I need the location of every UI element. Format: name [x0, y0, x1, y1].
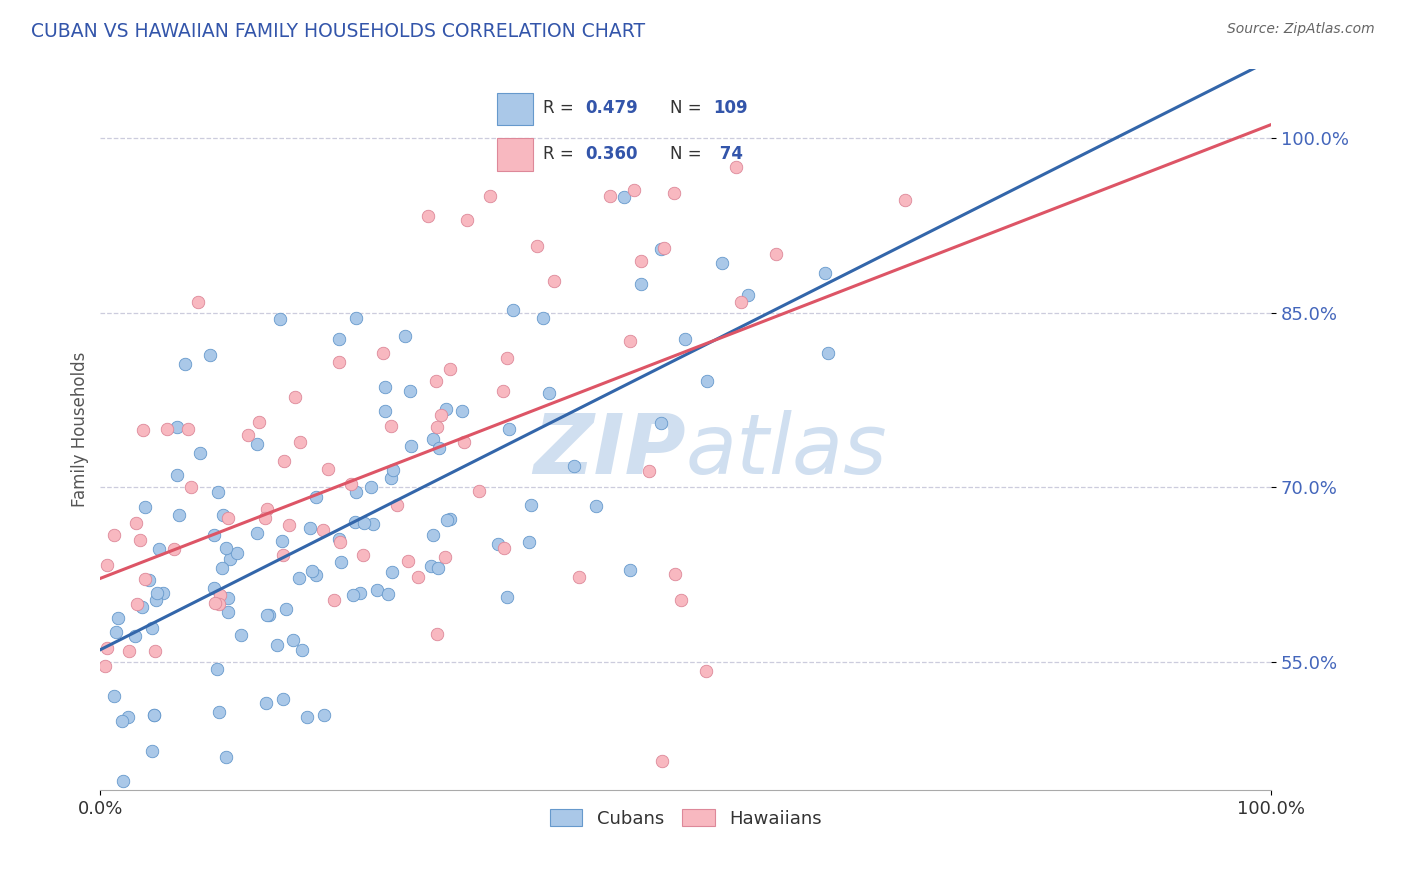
- Text: ZIP: ZIP: [533, 410, 686, 491]
- Legend: Cubans, Hawaiians: Cubans, Hawaiians: [543, 802, 830, 835]
- Text: atlas: atlas: [686, 410, 887, 491]
- Text: CUBAN VS HAWAIIAN FAMILY HOUSEHOLDS CORRELATION CHART: CUBAN VS HAWAIIAN FAMILY HOUSEHOLDS CORR…: [31, 22, 645, 41]
- Y-axis label: Family Households: Family Households: [72, 351, 89, 507]
- Text: Source: ZipAtlas.com: Source: ZipAtlas.com: [1227, 22, 1375, 37]
